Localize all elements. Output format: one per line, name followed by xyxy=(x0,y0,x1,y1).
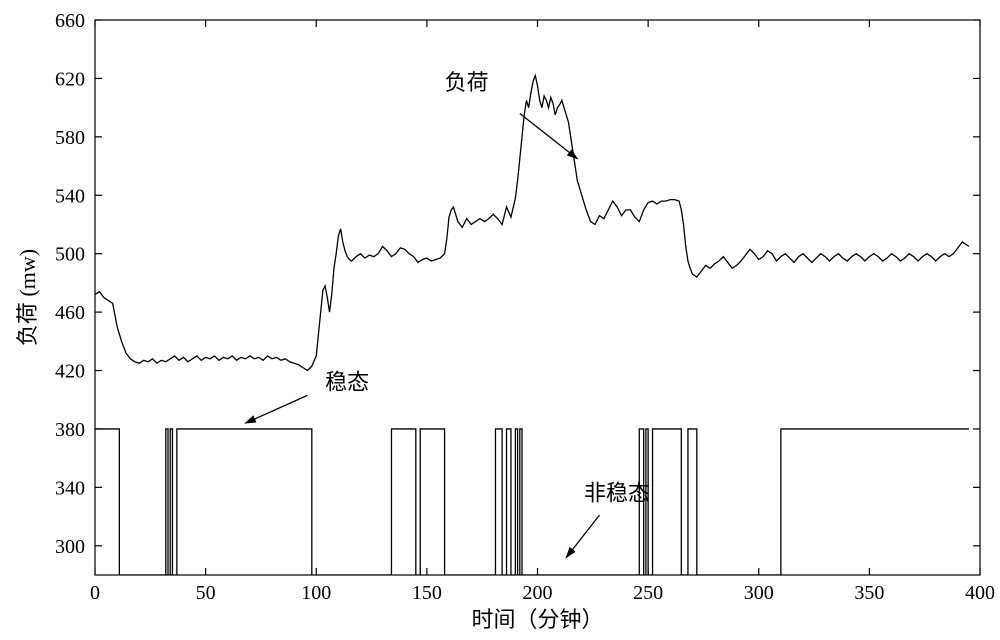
x-tick-label: 150 xyxy=(412,582,442,604)
x-axis-label: 时间（分钟） xyxy=(471,607,603,632)
plot-border xyxy=(95,20,980,575)
x-tick-label: 350 xyxy=(854,582,884,604)
y-tick-label: 420 xyxy=(55,361,85,383)
chart-container: 0 50 100 150 200 250 300 350 400 300 340 380 420 460 5… xyxy=(0,0,1000,640)
y-tick-label: 460 xyxy=(55,302,85,324)
y-axis-label: 负荷 (mw) xyxy=(15,249,40,346)
x-tick-label: 100 xyxy=(301,582,331,604)
y-tick-label: 540 xyxy=(55,185,85,207)
steady-label: 稳态 xyxy=(325,370,369,395)
x-tick-label: 200 xyxy=(523,582,553,604)
y-tick-label: 300 xyxy=(55,536,85,558)
y-tick-label: 580 xyxy=(55,127,85,149)
x-tick-label: 0 xyxy=(90,582,100,604)
y-tick-label: 660 xyxy=(55,10,85,32)
x-tick-label: 400 xyxy=(965,582,995,604)
x-tick-label: 250 xyxy=(633,582,663,604)
load-label: 负荷 xyxy=(445,70,489,95)
nonsteady-label: 非稳态 xyxy=(584,481,650,506)
x-tick-label: 300 xyxy=(744,582,774,604)
chart-svg: 0 50 100 150 200 250 300 350 400 300 340 380 420 460 5… xyxy=(0,0,1000,640)
y-tick-label: 620 xyxy=(55,68,85,90)
y-tick-label: 340 xyxy=(55,477,85,499)
y-tick-label: 500 xyxy=(55,244,85,266)
x-tick-label: 50 xyxy=(196,582,216,604)
y-tick-label: 380 xyxy=(55,419,85,441)
